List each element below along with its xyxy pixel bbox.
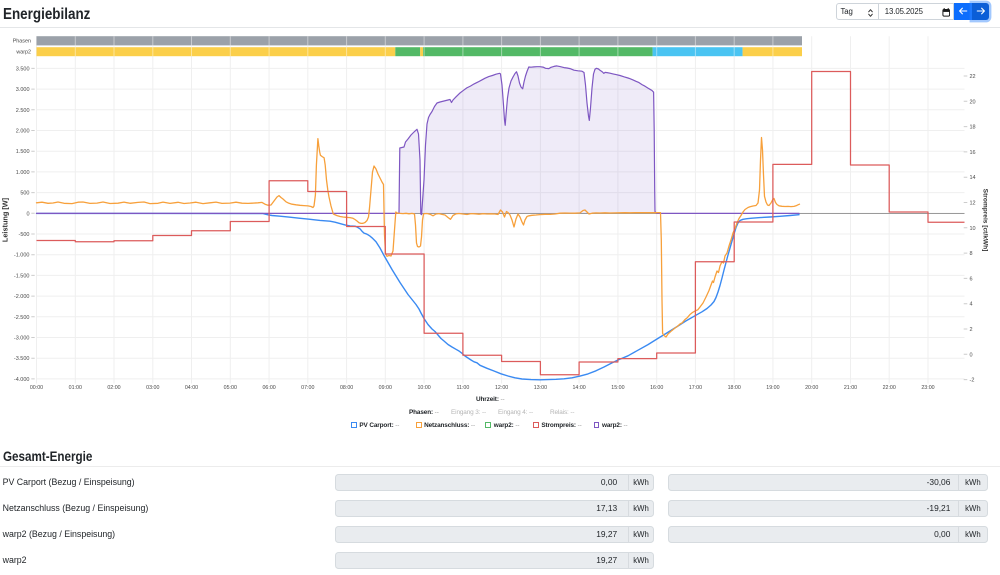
svg-text:18:00: 18:00: [728, 385, 741, 391]
svg-text:23:00: 23:00: [921, 385, 934, 391]
svg-text:Strompreis [ct/kWh]: Strompreis [ct/kWh]: [982, 189, 989, 252]
svg-text:02:00: 02:00: [107, 385, 120, 391]
svg-text:8: 8: [970, 251, 973, 257]
svg-text:-3.000: -3.000: [14, 336, 30, 342]
svg-text:08:00: 08:00: [340, 385, 353, 391]
svg-text:22:00: 22:00: [883, 385, 896, 391]
svg-text:11:00: 11:00: [456, 385, 469, 391]
svg-text:6: 6: [970, 276, 973, 282]
svg-text:18: 18: [970, 125, 976, 131]
svg-text:09:00: 09:00: [379, 385, 392, 391]
svg-text:17:00: 17:00: [689, 385, 702, 391]
svg-text:3.500: 3.500: [16, 66, 30, 72]
svg-text:20:00: 20:00: [805, 385, 818, 391]
svg-text:16: 16: [970, 150, 976, 156]
svg-text:01:00: 01:00: [69, 385, 82, 391]
svg-text:2: 2: [970, 327, 973, 333]
svg-text:-2.500: -2.500: [14, 315, 30, 321]
svg-text:07:00: 07:00: [301, 385, 314, 391]
svg-text:-1.500: -1.500: [14, 273, 30, 279]
svg-text:0: 0: [970, 352, 973, 358]
svg-text:Leistung [W]: Leistung [W]: [1, 197, 10, 242]
svg-text:03:00: 03:00: [146, 385, 159, 391]
svg-text:22: 22: [970, 74, 976, 80]
svg-text:00:00: 00:00: [30, 385, 43, 391]
svg-text:10: 10: [970, 226, 976, 232]
svg-text:-4.000: -4.000: [14, 377, 30, 383]
svg-text:14: 14: [970, 175, 976, 181]
svg-text:21:00: 21:00: [844, 385, 857, 391]
svg-text:Phasen: Phasen: [13, 39, 31, 45]
svg-text:19:00: 19:00: [766, 385, 779, 391]
svg-text:12: 12: [970, 201, 976, 207]
svg-text:13:00: 13:00: [534, 385, 547, 391]
svg-text:500: 500: [20, 191, 29, 197]
svg-text:4: 4: [970, 302, 973, 308]
svg-text:-500: -500: [18, 232, 29, 238]
svg-text:1.500: 1.500: [16, 149, 30, 155]
svg-text:3.000: 3.000: [16, 87, 30, 93]
svg-text:04:00: 04:00: [185, 385, 198, 391]
svg-text:-3.500: -3.500: [14, 356, 30, 362]
svg-text:2.500: 2.500: [16, 108, 30, 114]
svg-text:15:00: 15:00: [611, 385, 624, 391]
svg-text:0: 0: [26, 211, 29, 217]
svg-text:-2: -2: [970, 378, 975, 384]
svg-text:12:00: 12:00: [495, 385, 508, 391]
svg-text:-1.000: -1.000: [14, 253, 30, 259]
svg-text:20: 20: [970, 99, 976, 105]
svg-text:16:00: 16:00: [650, 385, 663, 391]
svg-text:-2.000: -2.000: [14, 294, 30, 300]
svg-text:1.000: 1.000: [16, 170, 30, 176]
svg-text:10:00: 10:00: [417, 385, 430, 391]
svg-text:05:00: 05:00: [224, 385, 237, 391]
svg-text:06:00: 06:00: [262, 385, 275, 391]
svg-text:warp2: warp2: [15, 50, 31, 56]
svg-text:14:00: 14:00: [572, 385, 585, 391]
svg-text:2.000: 2.000: [16, 129, 30, 135]
